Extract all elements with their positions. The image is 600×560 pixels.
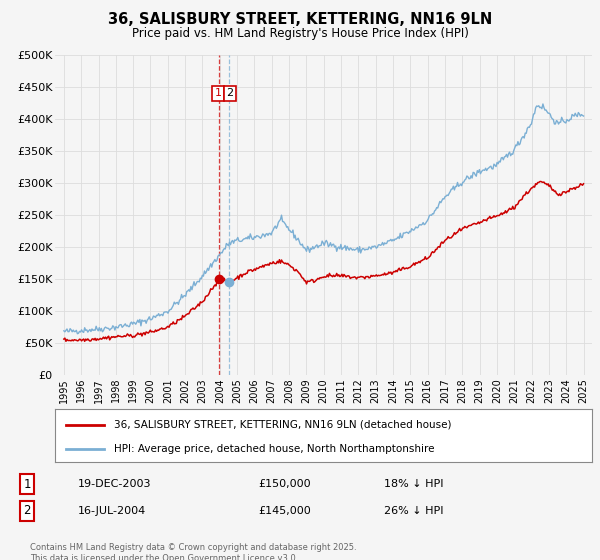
- Text: 36, SALISBURY STREET, KETTERING, NN16 9LN: 36, SALISBURY STREET, KETTERING, NN16 9L…: [108, 12, 492, 27]
- Text: HPI: Average price, detached house, North Northamptonshire: HPI: Average price, detached house, Nort…: [114, 444, 435, 454]
- Text: 36, SALISBURY STREET, KETTERING, NN16 9LN (detached house): 36, SALISBURY STREET, KETTERING, NN16 9L…: [114, 420, 452, 430]
- Text: £145,000: £145,000: [258, 506, 311, 516]
- Text: 16-JUL-2004: 16-JUL-2004: [78, 506, 146, 516]
- Text: 1: 1: [215, 88, 222, 99]
- Text: £150,000: £150,000: [258, 479, 311, 489]
- Text: 26% ↓ HPI: 26% ↓ HPI: [384, 506, 443, 516]
- Text: 1: 1: [23, 478, 31, 491]
- Text: Price paid vs. HM Land Registry's House Price Index (HPI): Price paid vs. HM Land Registry's House …: [131, 27, 469, 40]
- Text: 18% ↓ HPI: 18% ↓ HPI: [384, 479, 443, 489]
- Text: 2: 2: [226, 88, 233, 99]
- Text: 2: 2: [23, 504, 31, 517]
- Text: 19-DEC-2003: 19-DEC-2003: [78, 479, 151, 489]
- Text: Contains HM Land Registry data © Crown copyright and database right 2025.
This d: Contains HM Land Registry data © Crown c…: [30, 543, 356, 560]
